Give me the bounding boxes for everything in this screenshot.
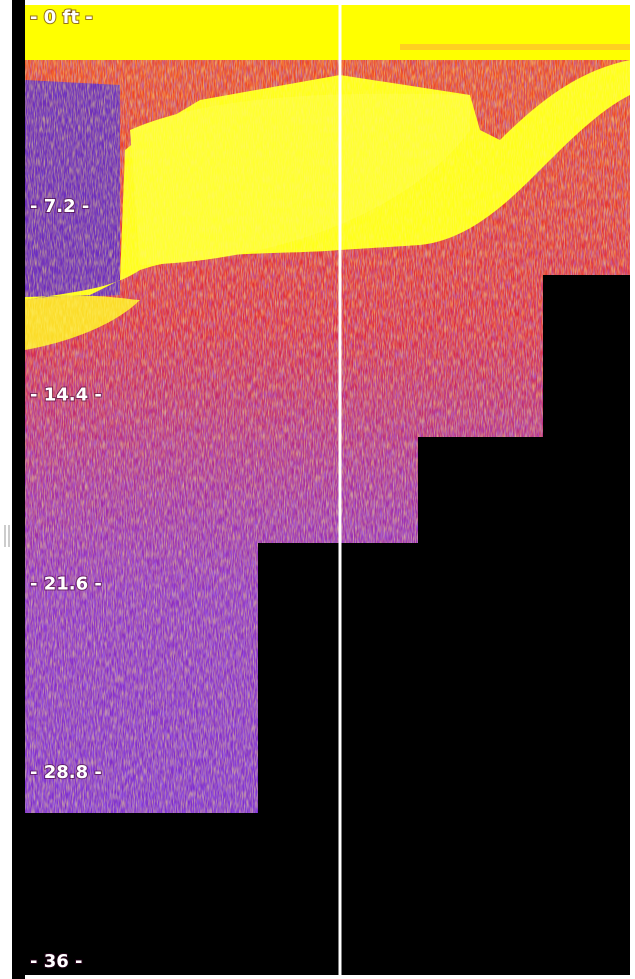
sonar-view: - 0 ft - - 7.2 - - 14.4 - - 21.6 - - 28.8 - -…	[0, 0, 635, 979]
surface-line	[400, 44, 630, 50]
no-data	[543, 275, 630, 445]
depth-label: - 0 ft -	[30, 7, 93, 28]
depth-label: - 36 -	[30, 951, 83, 972]
sonar-image	[25, 5, 630, 979]
depth-label: - 14.4 -	[30, 385, 102, 406]
cursor-line	[339, 5, 342, 975]
depth-label: - 21.6 -	[30, 573, 102, 594]
left-strip	[12, 0, 25, 979]
depth-label: - 7.2 -	[30, 196, 89, 217]
depth-label: - 28.8 -	[30, 762, 102, 783]
page: {"depth_scale": {"labels": ["- 0 ft -", …	[0, 0, 635, 979]
no-data	[418, 437, 630, 547]
surface-band	[25, 5, 630, 60]
no-data	[258, 543, 630, 979]
handle	[4, 525, 6, 547]
handle	[8, 525, 10, 547]
